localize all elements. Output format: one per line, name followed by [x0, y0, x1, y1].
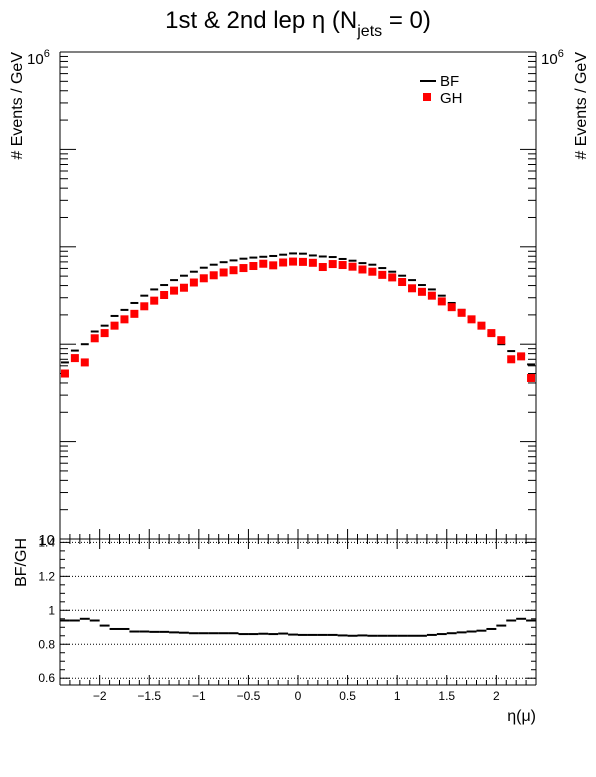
gh-point	[467, 315, 476, 324]
gh-point	[358, 265, 367, 274]
gh-point	[517, 352, 526, 361]
bottom-panel: 1.4 1.2 1 0.8 0.6 −2 −1.5 −1 −0.5 0 0.5 1 1.5 2 BF/G…	[13, 535, 537, 725]
gh-point	[179, 283, 188, 292]
chart-title-suffix: = 0)	[382, 7, 431, 34]
gh-point	[130, 309, 139, 318]
bottom-x-tick-label: −1.5	[137, 689, 161, 703]
gh-point	[289, 257, 298, 266]
legend-bf-label: BF	[440, 73, 459, 90]
gh-point	[170, 286, 179, 295]
chart-title: 1st & 2nd lep η (Njets = 0)	[165, 7, 431, 40]
gh-point	[457, 308, 466, 317]
top-panel: # Events / GeV # Events / GeV 106 106 10…	[9, 48, 590, 549]
gh-point	[80, 358, 89, 367]
top-x-ticks	[59, 529, 537, 539]
gh-point	[279, 258, 288, 267]
gh-point	[318, 263, 327, 272]
top-ymax-label-left-exp: 6	[44, 48, 50, 60]
top-ymax-label-left-base: 10	[27, 51, 44, 68]
bottom-y-tick-label: 1.2	[38, 569, 55, 583]
bottom-x-tick-label: −2	[93, 689, 107, 703]
bottom-y-ticks: 1.4 1.2 1 0.8 0.6	[38, 535, 536, 685]
gh-point	[298, 257, 307, 266]
gh-point	[60, 369, 69, 378]
gh-point	[398, 278, 407, 287]
gh-point	[150, 296, 159, 305]
bottom-y-tick-label: 1	[48, 603, 55, 617]
gh-point	[249, 262, 258, 271]
gh-point	[259, 259, 268, 268]
bottom-x-tick-label: 0	[295, 689, 302, 703]
gh-point	[239, 264, 248, 273]
series-gh	[60, 257, 536, 382]
gh-point	[497, 336, 506, 345]
bottom-x-ticks: −2 −1.5 −1 −0.5 0 0.5 1 1.5 2	[59, 539, 537, 703]
top-y-ticks	[60, 51, 536, 540]
gh-point	[477, 321, 486, 330]
gh-point	[437, 297, 446, 306]
gh-point	[229, 266, 238, 275]
bottom-x-tick-label: 0.5	[339, 689, 356, 703]
bottom-x-tick-label: 1.5	[438, 689, 455, 703]
legend: BF GH	[415, 70, 470, 108]
gh-point	[417, 287, 426, 296]
gh-point	[427, 291, 436, 300]
legend-background	[415, 70, 470, 108]
gh-point	[189, 278, 198, 287]
gh-point	[388, 273, 397, 282]
bottom-x-tick-label: −0.5	[237, 689, 261, 703]
gh-point	[70, 354, 79, 363]
top-ylabel-left: # Events / GeV	[9, 52, 26, 160]
gh-point	[447, 303, 456, 312]
gh-point	[378, 270, 387, 279]
bottom-x-tick-label: 1	[394, 689, 401, 703]
chart-title-main: 1st & 2nd lep η (N	[165, 7, 357, 34]
bottom-xlabel: η(μ)	[507, 708, 536, 725]
bottom-x-tick-label: 2	[493, 689, 500, 703]
gh-point	[100, 329, 109, 338]
series-ratio	[60, 617, 536, 637]
gh-point	[527, 373, 536, 382]
top-ymax-label-right-base: 10	[541, 51, 558, 68]
top-ylabel-right: # Events / GeV	[573, 52, 590, 160]
gh-point	[160, 290, 169, 299]
gh-point	[408, 284, 417, 293]
gh-point	[110, 321, 119, 330]
gh-point	[199, 274, 208, 283]
gh-point	[507, 355, 516, 364]
gh-point	[328, 260, 337, 269]
bottom-y-tick-label: 0.6	[38, 671, 55, 685]
bottom-ylabel: BF/GH	[13, 538, 30, 587]
bottom-grid	[60, 541, 536, 679]
top-ymin-label: 10	[38, 532, 55, 549]
gh-point	[308, 258, 317, 267]
gh-point	[219, 268, 228, 277]
top-ymax-label-right: 106	[541, 48, 564, 68]
bottom-y-tick-label: 1.4	[38, 535, 55, 549]
legend-gh-marker	[423, 93, 431, 101]
gh-point	[140, 302, 149, 311]
top-ymax-label-left: 106	[27, 48, 50, 68]
gh-point	[209, 271, 218, 280]
bottom-x-tick-label: −1	[192, 689, 206, 703]
gh-point	[269, 261, 278, 270]
gh-point	[120, 315, 129, 324]
gh-point	[90, 334, 99, 343]
gh-point	[348, 262, 357, 271]
bottom-y-tick-label: 0.8	[38, 637, 55, 651]
gh-point	[487, 329, 496, 338]
gh-point	[368, 267, 377, 276]
gh-point	[338, 261, 347, 270]
legend-gh-label: GH	[440, 90, 463, 107]
chart-title-subscript: jets	[356, 23, 382, 40]
top-ymax-label-right-exp: 6	[558, 48, 564, 60]
